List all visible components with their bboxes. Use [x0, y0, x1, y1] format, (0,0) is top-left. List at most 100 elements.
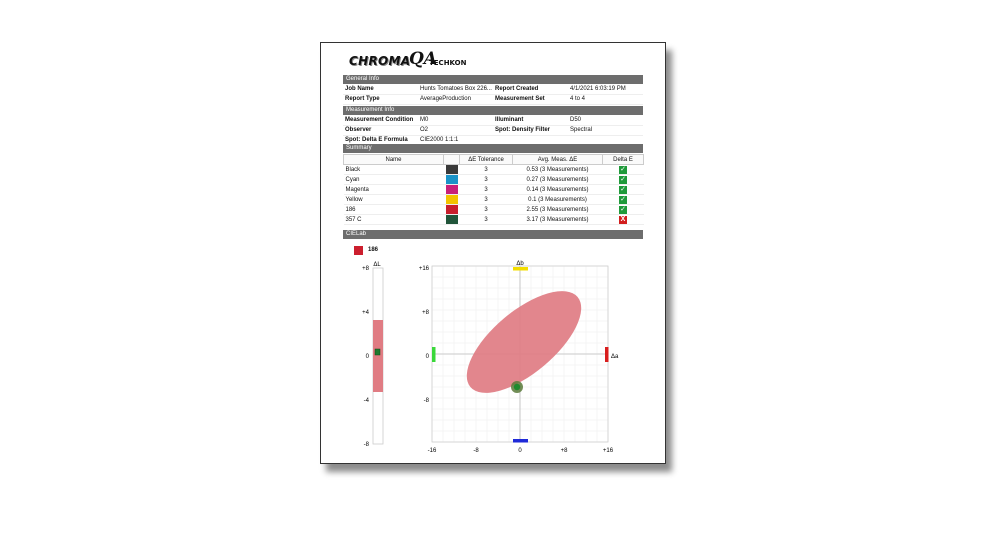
measurement-row-1: Measurement Condition M0 Illuminant D50	[343, 116, 643, 126]
row-avg-delta-e: 0.53 (3 Measurements)	[512, 164, 603, 175]
pass-check-icon: ✓	[619, 175, 627, 184]
row-swatch-cell	[443, 194, 460, 205]
pass-check-icon: ✓	[619, 165, 627, 174]
col-delta-e: Delta E	[602, 154, 644, 165]
row-avg-delta-e: 0.27 (3 Measurements)	[512, 174, 603, 185]
pass-check-icon: ✓	[619, 185, 627, 194]
row-swatch-cell	[443, 214, 460, 225]
summary-row: Cyan 3 0.27 (3 Measurements) ✓	[343, 174, 644, 185]
row-swatch-cell	[443, 174, 460, 185]
general-row-1: Job Name Hunts Tomatoes Box 226... Repor…	[343, 85, 643, 95]
cielab-header: CIELab	[343, 230, 643, 239]
summary-row: Black 3 0.53 (3 Measurements) ✓	[343, 164, 644, 175]
dl-measurement-point	[374, 348, 381, 356]
measurement-point	[513, 383, 521, 391]
row-status-cell: ✓	[602, 204, 644, 215]
report-created-value: 4/1/2021 6:03:19 PM	[570, 86, 626, 92]
ab-ytick-0: 0	[426, 354, 430, 360]
density-filter-value: Spectral	[570, 127, 593, 133]
yellow-direction-marker	[513, 267, 528, 271]
row-avg-delta-e: 0.1 (3 Measurements)	[512, 194, 603, 205]
color-swatch	[445, 205, 458, 214]
row-status-cell: ✓	[602, 184, 644, 195]
summary-header: Summary	[343, 144, 643, 153]
ab-xtick-0: 0	[518, 448, 522, 454]
dl-tick-m4: -4	[364, 398, 370, 404]
cielab-plots: ΔL +8 +4 0 -4 -8 Δb Δa +16 +8	[362, 261, 619, 454]
row-tolerance: 3	[459, 184, 513, 195]
color-swatch	[445, 215, 458, 224]
dl-tolerance-range	[373, 320, 383, 392]
summary-header-row: Name ΔE Tolerance Avg. Meas. ΔE Delta E	[343, 154, 644, 165]
logo-chroma: CHROMA	[349, 54, 411, 68]
color-swatch	[445, 185, 458, 194]
row-status-cell: X	[602, 214, 644, 225]
row-avg-delta-e: 3.17 (3 Measurements)	[512, 214, 603, 225]
delta-e-formula-label: Spot: Delta E Formula	[345, 137, 408, 143]
ab-plot: Δb Δa +16 +8 0 -8 -16 -8 0 +8 +16	[419, 261, 619, 454]
row-status-cell: ✓	[602, 164, 644, 175]
ab-xtick-p8: +8	[561, 448, 569, 454]
dl-tick-p8: +8	[362, 266, 370, 272]
ab-ytick-m8: -8	[424, 398, 430, 404]
logo-techkon: TECHKON	[429, 59, 467, 67]
ab-xtick-m16: -16	[428, 448, 437, 454]
report-created-label: Report Created	[495, 86, 539, 92]
row-status-cell: ✓	[602, 194, 644, 205]
red-direction-marker	[605, 347, 609, 362]
ab-ytick-p8: +8	[422, 310, 430, 316]
ab-xtick-m8: -8	[473, 448, 479, 454]
ab-ytick-p16: +16	[419, 266, 430, 272]
report-type-value: AverageProduction	[420, 96, 471, 102]
row-tolerance: 3	[459, 164, 513, 175]
summary-row: 186 3 2.55 (3 Measurements) ✓	[343, 204, 644, 215]
condition-value: M0	[420, 117, 429, 123]
measurement-row-2: Observer O2 Spot: Density Filter Spectra…	[343, 126, 643, 136]
observer-label: Observer	[345, 127, 372, 133]
color-swatch-186	[354, 246, 363, 255]
density-filter-label: Spot: Density Filter	[495, 127, 551, 133]
row-tolerance: 3	[459, 194, 513, 205]
color-swatch	[445, 195, 458, 204]
measurement-set-label: Measurement Set	[495, 96, 545, 102]
job-name-label: Job Name	[345, 86, 374, 92]
report-type-label: Report Type	[345, 96, 380, 102]
illuminant-value: D50	[570, 117, 582, 123]
illuminant-label: Illuminant	[495, 117, 524, 123]
row-name: Yellow	[343, 194, 444, 205]
delta-e-formula-value: CIE2000 1:1:1	[420, 137, 459, 143]
row-name: Black	[343, 164, 444, 175]
color-swatch	[445, 165, 458, 174]
fail-x-icon: X	[619, 215, 627, 224]
general-info-header: General Info	[343, 75, 643, 84]
row-name: 186	[343, 204, 444, 215]
summary-row: Magenta 3 0.14 (3 Measurements) ✓	[343, 184, 644, 195]
summary-body: Black 3 0.53 (3 Measurements) ✓ Cyan 3 0.27 (3…	[343, 164, 644, 225]
general-row-2: Report Type AverageProduction Measuremen…	[343, 95, 643, 105]
summary-row: Yellow 3 0.1 (3 Measurements) ✓	[343, 194, 644, 205]
db-axis-label: Δb	[516, 261, 524, 267]
da-axis-label: Δa	[611, 354, 619, 360]
job-name-value: Hunts Tomatoes Box 226...	[420, 86, 492, 92]
row-tolerance: 3	[459, 214, 513, 225]
swatch-label: 186	[368, 247, 379, 253]
measurement-info-header: Measurement Info	[343, 106, 643, 115]
green-direction-marker	[432, 347, 436, 362]
row-name: Magenta	[343, 184, 444, 195]
row-avg-delta-e: 2.55 (3 Measurements)	[512, 204, 603, 215]
blue-direction-marker	[513, 439, 528, 443]
row-status-cell: ✓	[602, 174, 644, 185]
dl-tick-m8: -8	[364, 442, 370, 448]
row-tolerance: 3	[459, 174, 513, 185]
summary-row: 357 C 3 3.17 (3 Measurements) X	[343, 214, 644, 225]
pass-check-icon: ✓	[619, 195, 627, 204]
dl-tick-p4: +4	[362, 310, 370, 316]
ab-xtick-p16: +16	[603, 448, 614, 454]
general-info-table: Job Name Hunts Tomatoes Box 226... Repor…	[343, 85, 643, 105]
condition-label: Measurement Condition	[345, 117, 414, 123]
observer-value: O2	[420, 127, 429, 133]
row-swatch-cell	[443, 164, 460, 175]
report-page: CHROMA QA TECHKON General Info Job Name …	[320, 42, 666, 464]
tolerance-ellipse	[466, 291, 582, 393]
row-avg-delta-e: 0.14 (3 Measurements)	[512, 184, 603, 195]
